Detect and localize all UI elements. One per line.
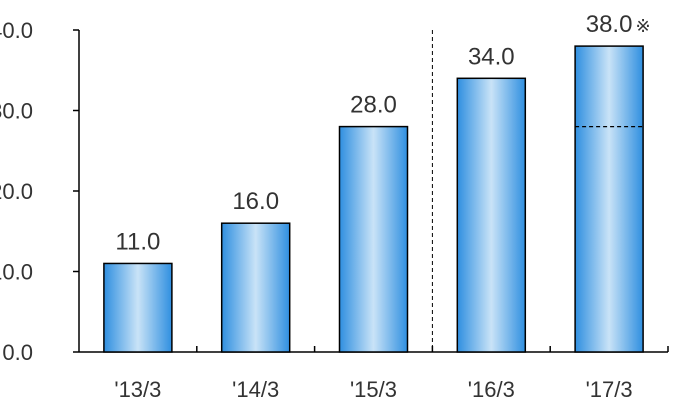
data-label: 34.0 bbox=[468, 43, 515, 70]
bar-1 bbox=[103, 262, 173, 353]
bar-2 bbox=[220, 222, 291, 353]
annotations: ※ bbox=[431, 16, 651, 352]
x-tick-label: '13/3 bbox=[114, 377, 161, 402]
x-axis: '13/3 '14/3 '15/3 '16/3 '17/3 bbox=[79, 346, 669, 402]
bar-3 bbox=[338, 125, 409, 353]
y-tick-label: 10.0 bbox=[0, 260, 33, 285]
x-tick-label: '15/3 bbox=[350, 377, 397, 402]
y-axis: 0.0 10.0 20.0 30.0 40.0 bbox=[0, 18, 80, 365]
y-tick-label: 0.0 bbox=[2, 340, 33, 365]
y-tick-label: 40.0 bbox=[0, 18, 33, 43]
bars bbox=[103, 45, 644, 353]
bar-4 bbox=[456, 77, 527, 353]
note-mark: ※ bbox=[636, 16, 651, 36]
data-label: 28.0 bbox=[350, 92, 397, 119]
data-label: 16.0 bbox=[232, 188, 279, 215]
value-labels: 11.0 16.0 28.0 34.0 38.0 bbox=[115, 11, 632, 255]
y-tick-label: 30.0 bbox=[0, 99, 33, 124]
x-tick-label: '17/3 bbox=[586, 377, 633, 402]
data-label: 38.0 bbox=[586, 11, 633, 38]
data-label: 11.0 bbox=[115, 228, 160, 255]
bar-5 bbox=[574, 45, 644, 353]
x-tick-label: '14/3 bbox=[232, 377, 279, 402]
x-tick-label: '16/3 bbox=[468, 377, 515, 402]
y-tick-label: 20.0 bbox=[0, 179, 33, 204]
